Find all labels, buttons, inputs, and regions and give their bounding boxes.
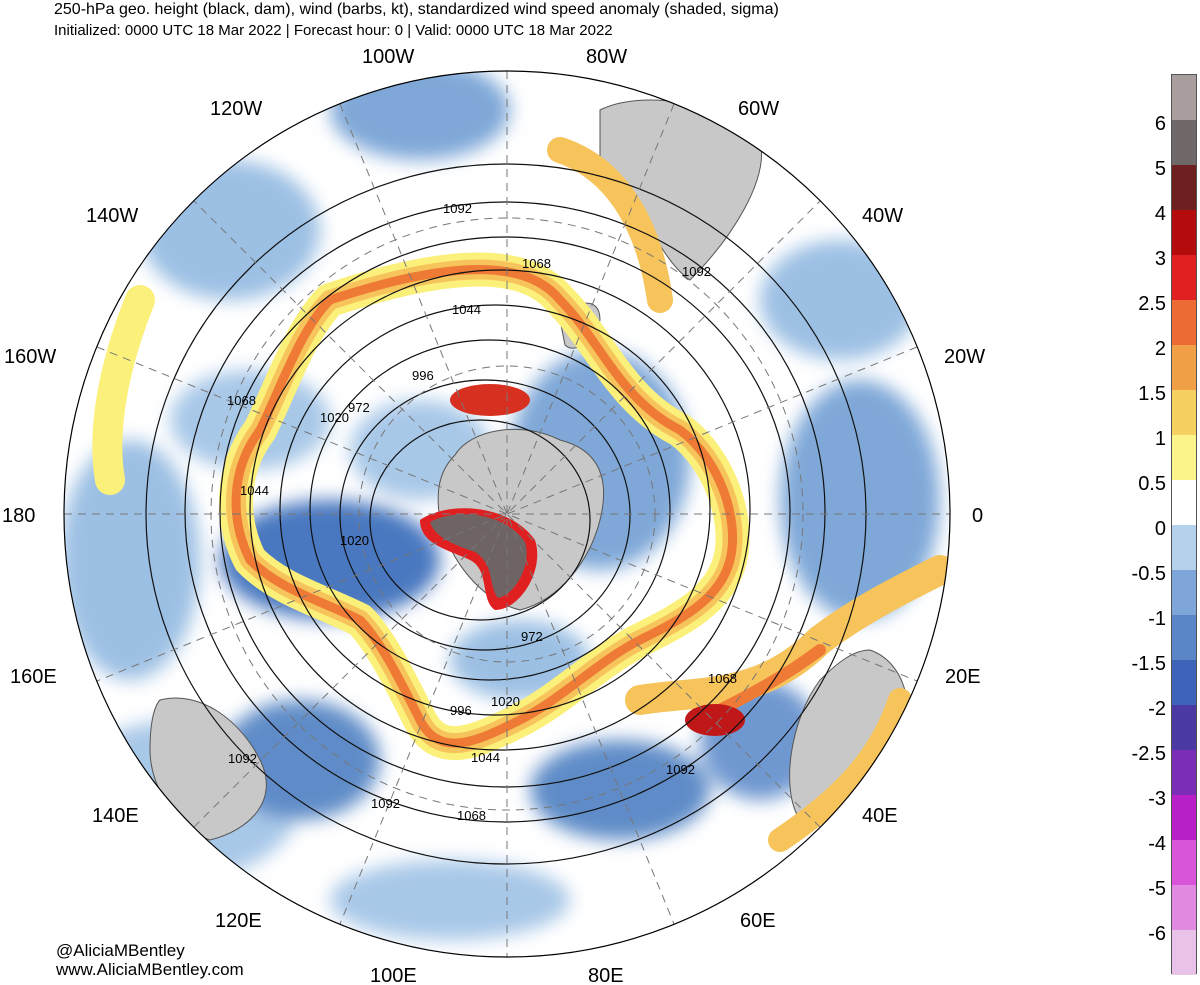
colorbar-tick-label: 0 xyxy=(1154,518,1166,540)
lon-label-120w: 120W xyxy=(210,98,262,120)
contour-label: 1092 xyxy=(443,201,472,216)
colorbar-tick-label: -2 xyxy=(1148,698,1166,720)
lon-label-60w: 60W xyxy=(738,98,779,120)
colorbar-tick-label: -4 xyxy=(1148,833,1166,855)
lon-label-160w: 160W xyxy=(4,346,56,368)
lon-label-160e: 160E xyxy=(10,666,57,688)
lon-label-0: 0 xyxy=(972,505,983,527)
contour-label: 1044 xyxy=(452,302,481,317)
contour-label: 1092 xyxy=(682,264,711,279)
contour-label: 1044 xyxy=(471,750,500,765)
colorbar-segment xyxy=(1172,480,1196,525)
colorbar-tick-label: 2 xyxy=(1154,338,1166,360)
colorbar-tick-label: 0.5 xyxy=(1138,473,1166,495)
lon-label-100w: 100W xyxy=(362,46,414,68)
colorbar-segment xyxy=(1172,615,1196,660)
longitude-labels: 100W 80W 120W 60W 140W 40W 160W 20W 180 … xyxy=(2,46,985,985)
lon-label-140e: 140E xyxy=(92,805,139,827)
colorbar xyxy=(1171,74,1197,975)
contour-label: 1068 xyxy=(522,256,551,271)
colorbar-tick-label: -3 xyxy=(1148,788,1166,810)
map-subtitle: Initialized: 0000 UTC 18 Mar 2022 | Fore… xyxy=(54,22,613,39)
colorbar-segment xyxy=(1172,300,1196,345)
colorbar-tick-label: -0.5 xyxy=(1131,563,1166,585)
colorbar-segment xyxy=(1172,525,1196,570)
contour-label: 1020 xyxy=(491,694,520,709)
lon-label-140w: 140W xyxy=(86,205,138,227)
contour-label: 1020 xyxy=(320,410,349,425)
colorbar-tick-label: 3 xyxy=(1154,248,1166,270)
height-contours xyxy=(145,163,867,865)
colorbar-segment xyxy=(1172,390,1196,435)
lon-label-120e: 120E xyxy=(215,910,262,932)
colorbar-tick-label: -6 xyxy=(1148,923,1166,945)
colorbar-tick-label: 4 xyxy=(1154,203,1166,225)
colorbar-tick-label: 2.5 xyxy=(1138,293,1166,315)
contour-label: 996 xyxy=(412,368,434,383)
lon-label-180: 180 xyxy=(2,505,35,527)
colorbar-segment xyxy=(1172,795,1196,840)
lon-label-80w: 80W xyxy=(586,46,627,68)
lon-label-60e: 60E xyxy=(740,910,776,932)
author-handle: @AliciaMBentley xyxy=(56,941,185,960)
lon-label-40e: 40E xyxy=(862,805,898,827)
colorbar-segment xyxy=(1172,660,1196,705)
colorbar-segment xyxy=(1172,750,1196,795)
colorbar-tick-label: 1 xyxy=(1154,428,1166,450)
author-website[interactable]: www.AliciaMBentley.com xyxy=(56,960,244,979)
contour-label: 1092 xyxy=(371,796,400,811)
colorbar-tick-label: 6 xyxy=(1154,113,1166,135)
colorbar-segment xyxy=(1172,75,1196,120)
colorbar-tick-label: -5 xyxy=(1148,878,1166,900)
contour-label: 972 xyxy=(348,400,370,415)
colorbar-segment xyxy=(1172,255,1196,300)
colorbar-segment xyxy=(1172,435,1196,480)
map-title: 250-hPa geo. height (black, dam), wind (… xyxy=(54,1,779,18)
colorbar-segment xyxy=(1172,705,1196,750)
contour-label: 1092 xyxy=(666,762,695,777)
colorbar-segment xyxy=(1172,345,1196,390)
graticule xyxy=(64,71,950,957)
colorbar-tick-label: 5 xyxy=(1154,158,1166,180)
colorbar-tick-label: -1.5 xyxy=(1131,653,1166,675)
colorbar-tick-label: -2.5 xyxy=(1131,743,1166,765)
colorbar-segment xyxy=(1172,120,1196,165)
colorbar-segment xyxy=(1172,930,1196,975)
positive-anomaly-jet xyxy=(92,137,950,852)
colorbar-tick-label: -1 xyxy=(1148,608,1166,630)
colorbar-segment xyxy=(1172,210,1196,255)
lon-label-20w: 20W xyxy=(944,346,985,368)
contour-label: 1068 xyxy=(457,808,486,823)
contour-label: 1068 xyxy=(708,671,737,686)
lon-label-20e: 20E xyxy=(945,666,981,688)
map-border xyxy=(63,70,951,958)
contour-label: 1068 xyxy=(227,393,256,408)
contour-label: 1020 xyxy=(340,533,369,548)
lon-label-80e: 80E xyxy=(588,965,624,985)
colorbar-segment xyxy=(1172,570,1196,615)
polar-map: 1092 1068 1092 1044 996 1068 1020 972 10… xyxy=(2,46,985,985)
contour-label: 996 xyxy=(450,703,472,718)
contour-label: 1092 xyxy=(228,751,257,766)
contour-label: 972 xyxy=(521,629,543,644)
colorbar-segment xyxy=(1172,165,1196,210)
contour-labels: 1092 1068 1092 1044 996 1068 1020 972 10… xyxy=(227,201,737,823)
colorbar-segment xyxy=(1172,840,1196,885)
extreme-anomaly-core xyxy=(420,384,745,736)
lon-label-100e: 100E xyxy=(370,965,417,985)
lon-label-40w: 40W xyxy=(862,205,903,227)
contour-label: 1044 xyxy=(240,483,269,498)
colorbar-tick-label: 1.5 xyxy=(1138,383,1166,405)
map-disk xyxy=(64,71,950,957)
colorbar-segment xyxy=(1172,885,1196,930)
